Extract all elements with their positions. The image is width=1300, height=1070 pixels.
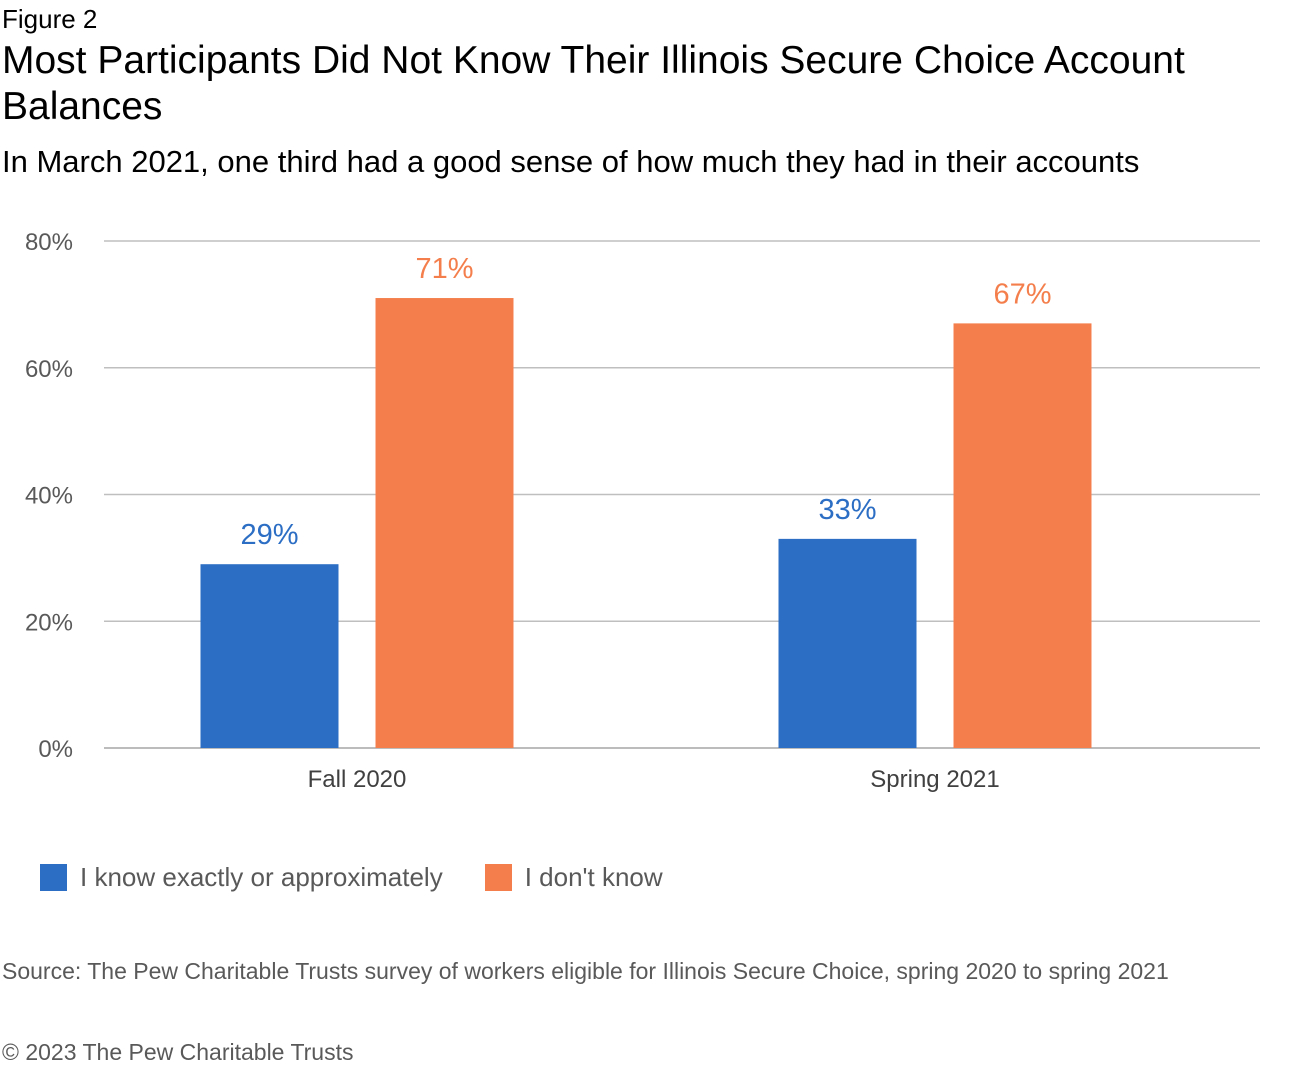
data-labels: 29% 71% 33% 67% <box>240 253 1051 551</box>
y-tick-label: 80% <box>25 229 73 256</box>
legend-label-dont-know: I don't know <box>524 862 663 892</box>
chart-title: Most Participants Did Not Know Their Ill… <box>2 39 1185 128</box>
legend-swatch-dont-know <box>484 864 512 891</box>
chart-subtitle: In March 2021, one third had a good sens… <box>2 144 1140 179</box>
bar-dont-know-1 <box>953 323 1092 748</box>
bar-know-0 <box>200 564 339 748</box>
data-label: 71% <box>415 253 473 285</box>
bar-dont-know-0 <box>375 298 514 748</box>
y-axis-ticks: 0% 20% 40% 60% 80% <box>25 229 73 763</box>
y-tick-label: 40% <box>25 483 73 510</box>
bars <box>200 298 1092 748</box>
bar-chart: 0% 20% 40% 60% 80% 29% 71% 33% 67% Fall 2020 Spr… <box>25 229 1260 793</box>
legend: I know exactly or approximately I don't … <box>40 862 705 893</box>
category-label: Spring 2021 <box>870 766 999 793</box>
legend-item-dont-know: I don't know <box>484 862 663 893</box>
legend-swatch-know <box>40 864 67 891</box>
figure-label: Figure 2 <box>2 4 98 34</box>
legend-label-know: I know exactly or approximately <box>80 862 443 892</box>
legend-item-know: I know exactly or approximately <box>40 862 443 893</box>
copyright-note: © 2023 The Pew Charitable Trusts <box>2 1039 354 1065</box>
data-label: 67% <box>993 278 1051 310</box>
bar-know-1 <box>778 538 917 748</box>
data-label: 33% <box>818 494 876 526</box>
category-labels: Fall 2020 Spring 2021 <box>308 766 1000 793</box>
data-label: 29% <box>240 519 298 551</box>
y-tick-label: 20% <box>25 609 73 636</box>
source-note: Source: The Pew Charitable Trusts survey… <box>2 958 1169 984</box>
category-label: Fall 2020 <box>308 766 407 793</box>
y-tick-label: 0% <box>38 736 73 763</box>
y-tick-label: 60% <box>25 356 73 383</box>
